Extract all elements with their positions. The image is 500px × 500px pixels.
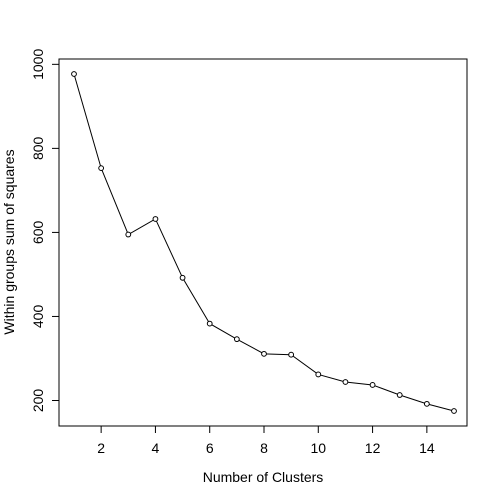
data-point [396,392,403,398]
y-tick-label: 200 [30,389,46,413]
data-point [342,379,349,385]
data-point [451,408,457,414]
x-tick-label: 4 [152,440,160,456]
plot-frame [58,58,468,427]
series-line [73,73,455,412]
data-point [261,350,267,357]
data-point [233,336,240,343]
x-tick-label: 10 [310,440,326,456]
x-tick-label: 2 [97,440,105,456]
data-point [98,165,105,172]
x-tick-label: 8 [260,440,268,456]
data-point [423,400,430,407]
data-point [206,320,213,327]
y-tick-label: 400 [30,305,46,329]
data-point [179,274,186,281]
y-tick-label: 800 [30,136,46,160]
x-axis: 2 4 6 8 10 12 14 [97,426,435,456]
data-point [71,71,77,77]
data-points [71,71,457,414]
data-point [315,371,322,378]
data-point [152,216,159,222]
x-tick-label: 6 [206,440,214,456]
y-axis: 200 400 600 800 1000 [30,49,59,413]
y-tick-label: 600 [30,221,46,245]
x-tick-label: 14 [419,440,435,456]
y-tick-label: 1000 [30,49,46,80]
data-point [288,351,295,358]
y-axis-label: Within groups sum of squares [1,149,17,334]
data-point [125,231,132,238]
x-axis-label: Number of Clusters [203,469,324,485]
data-point [369,382,376,388]
x-tick-label: 12 [365,440,381,456]
